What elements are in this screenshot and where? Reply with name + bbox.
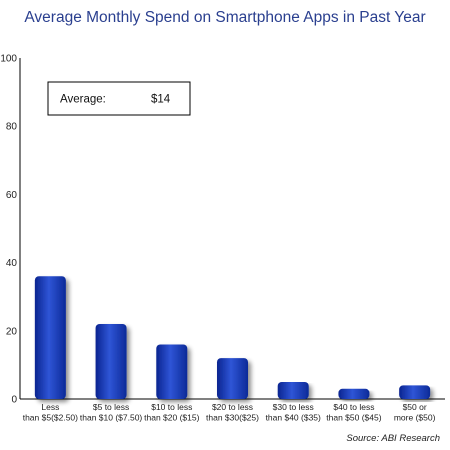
y-tick-label: 0 (11, 395, 17, 406)
bar (217, 358, 248, 399)
x-category-label: than $30($25) (206, 413, 259, 423)
bar (399, 385, 431, 399)
bar (338, 388, 370, 399)
x-category-label: than $20 ($15) (144, 413, 199, 423)
average-value: $14 (151, 94, 171, 106)
x-category-label: more ($50) (394, 413, 436, 423)
bar (95, 323, 127, 399)
average-label: Average: (60, 94, 106, 106)
x-category-label: $5 to less (93, 402, 129, 412)
y-tick-label: 40 (6, 258, 18, 269)
x-category-label: $30 to less (273, 402, 314, 412)
chart-title: Average Monthly Spend on Smartphone Apps… (24, 9, 426, 26)
x-category-label: $10 to less (151, 402, 192, 412)
bar (277, 381, 309, 399)
x-category-label: $20 to less (212, 402, 253, 412)
y-tick-label: 100 (0, 54, 17, 65)
y-tick-label: 60 (6, 190, 18, 201)
bar (156, 344, 188, 399)
x-category-label: $40 to less (333, 402, 374, 412)
x-category-label: than $50 ($45) (326, 413, 381, 423)
bar (34, 276, 66, 399)
y-tick-label: 20 (6, 326, 18, 337)
x-category-label: than $10 ($7.50) (80, 413, 143, 423)
x-category-label: $50 or (403, 402, 427, 412)
y-tick-label: 80 (6, 122, 18, 133)
source-note: Source: ABI Research (346, 433, 440, 444)
x-category-label: Less (41, 402, 59, 412)
x-category-label: than $5($2.50) (23, 413, 78, 423)
average-box: Average: $14 (47, 81, 191, 116)
x-category-label: than $40 ($35) (266, 413, 321, 423)
